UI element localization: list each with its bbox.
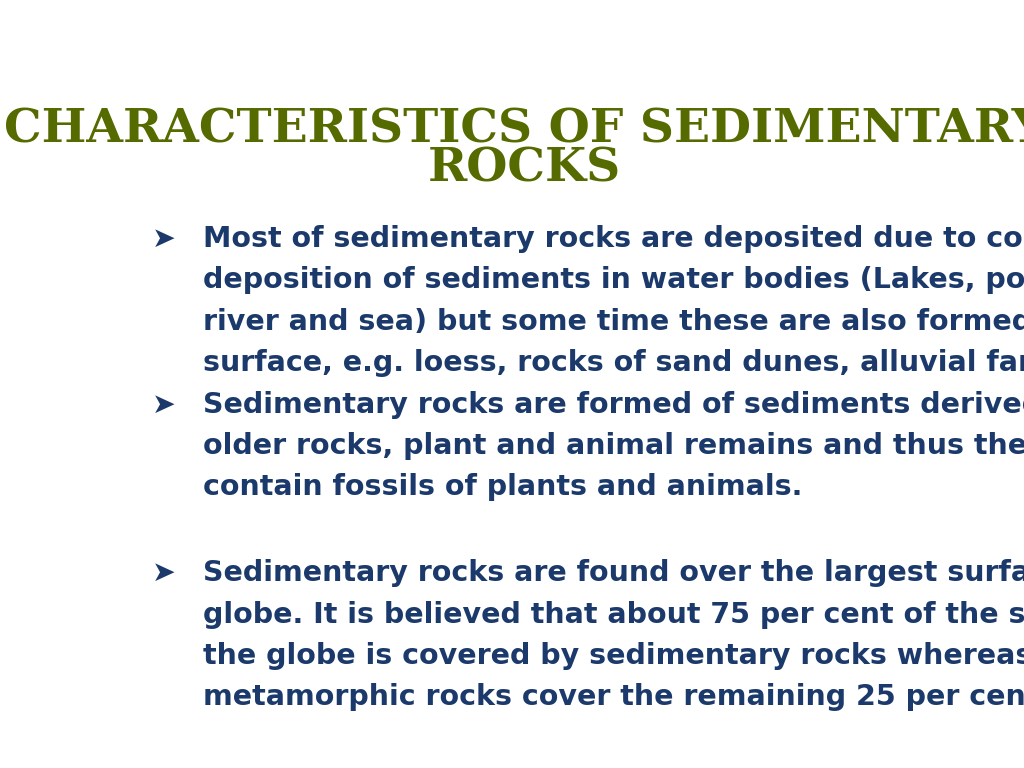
Text: Most of sedimentary rocks are deposited due to continuous
deposition of sediment: Most of sedimentary rocks are deposited … [204, 225, 1024, 377]
Text: Sedimentary rocks are found over the largest surface area of the
globe. It is be: Sedimentary rocks are found over the lar… [204, 559, 1024, 711]
Text: ➤: ➤ [152, 559, 176, 588]
Text: CHARACTERISTICS OF SEDIMENTARY: CHARACTERISTICS OF SEDIMENTARY [4, 107, 1024, 153]
Text: ➤: ➤ [152, 225, 176, 253]
Text: ➤: ➤ [152, 391, 176, 419]
Text: ROCKS: ROCKS [428, 145, 622, 191]
Text: Sedimentary rocks are formed of sediments derived from the
older rocks, plant an: Sedimentary rocks are formed of sediment… [204, 391, 1024, 502]
